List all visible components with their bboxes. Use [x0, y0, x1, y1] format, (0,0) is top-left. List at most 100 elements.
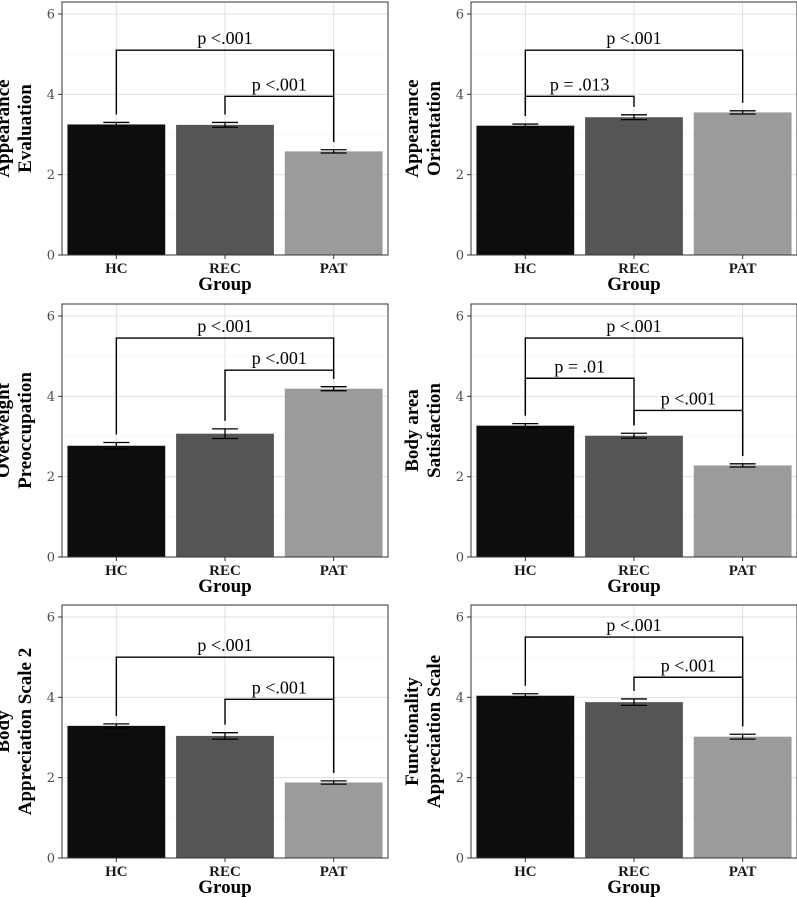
x-axis-title: Group [198, 877, 252, 897]
x-axis-title: Group [607, 576, 661, 597]
significance-bracket-2 [224, 95, 335, 142]
error-bar-rec [212, 428, 238, 440]
y-tick-label: 6 [47, 611, 55, 626]
bracket-line [524, 377, 635, 426]
significance-label: p <.001 [606, 615, 661, 635]
y-axis-title-line: Preoccupation [15, 372, 36, 489]
bracket-line [524, 337, 744, 456]
error-bar-pat [729, 733, 756, 740]
bar-pat [693, 112, 792, 256]
y-axis-title: FunctionalityAppreciation Scale [402, 655, 445, 808]
chart-panel-1: p <.001 p <.001 0 2 4 6 HC REC PAT Group Appearanc… [0, 1, 389, 295]
error-bar-pat [320, 386, 347, 392]
x-tick-label-rec: REC [618, 864, 650, 880]
y-tick-label: 4 [47, 88, 55, 103]
y-tick-label: 6 [47, 310, 55, 325]
y-axis-title-line: Appreciation Scale [424, 655, 445, 808]
x-tick-label-pat: PAT [320, 261, 348, 277]
bracket-line [633, 409, 744, 456]
bracket-line [524, 49, 744, 117]
bar-pat [284, 388, 383, 557]
x-tick-label-pat: PAT [729, 864, 757, 880]
significance-bracket-1 [524, 49, 744, 117]
significance-bracket-3 [633, 409, 744, 456]
error-bar-hc [512, 123, 539, 128]
bar-rec [585, 702, 683, 858]
significance-bracket-2 [524, 377, 635, 426]
y-tick-label: 2 [456, 168, 464, 183]
error-bar-pat [729, 110, 756, 115]
bar-pat [693, 736, 792, 858]
bar-hc [67, 445, 166, 557]
x-tick-label-hc: HC [105, 261, 128, 277]
x-tick-label-rec: REC [209, 261, 241, 277]
significance-bracket-1 [524, 337, 744, 456]
x-tick-label-pat: PAT [729, 563, 757, 579]
error-bar-pat [320, 149, 347, 154]
error-bar-hc [103, 441, 130, 450]
significance-label: p = .01 [554, 356, 605, 376]
y-axis-title-line: Body area [402, 389, 423, 472]
x-axis-title: Group [198, 274, 252, 295]
y-tick-label: 0 [47, 249, 55, 264]
y-axis-title-line: Appearance [0, 79, 14, 177]
y-axis-title-line: Orientation [424, 81, 445, 176]
significance-label: p <.001 [252, 677, 307, 697]
y-tick-label: 0 [456, 551, 464, 566]
y-axis-title-line: Appearance [402, 79, 423, 177]
y-axis-title: Body areaSatisfaction [402, 383, 445, 478]
error-bar-pat [729, 463, 756, 468]
x-tick-label-hc: HC [105, 563, 128, 579]
error-bar-hc [512, 422, 539, 429]
y-axis-title-line: Overweight [0, 382, 14, 478]
bar-hc [67, 725, 166, 858]
y-tick-label: 2 [456, 470, 464, 485]
y-axis-title: AppearanceOrientation [402, 79, 445, 177]
x-tick-label-hc: HC [514, 261, 537, 277]
bracket-line [224, 95, 335, 142]
x-tick-label-pat: PAT [320, 864, 348, 880]
bar-pat [284, 782, 383, 858]
bracket-line [224, 369, 335, 421]
y-tick-label: 2 [47, 470, 55, 485]
bar-pat [284, 151, 383, 255]
bar-hc [476, 695, 575, 858]
bar-rec [176, 124, 274, 255]
x-tick-label-hc: HC [514, 563, 537, 579]
bracket-line [115, 337, 335, 435]
y-tick-label: 4 [456, 390, 464, 405]
y-axis-title: OverweightPreoccupation [0, 372, 36, 489]
error-bar-hc [512, 693, 539, 699]
error-bar-rec [212, 732, 238, 740]
bar-rec [176, 433, 274, 557]
y-tick-label: 0 [47, 551, 55, 566]
bar-hc [476, 125, 575, 255]
significance-label: p <.001 [197, 28, 252, 48]
significance-bracket-2 [633, 676, 744, 727]
y-axis-title: BodyAppreciation Scale 2 [0, 648, 36, 815]
bar-rec [176, 735, 274, 858]
error-bar-rec [621, 432, 647, 439]
significance-label: p <.001 [197, 635, 252, 655]
y-tick-label: 0 [456, 249, 464, 264]
x-tick-label-rec: REC [209, 864, 241, 880]
y-tick-label: 2 [47, 168, 55, 183]
y-tick-label: 4 [456, 88, 464, 103]
y-tick-label: 6 [47, 8, 55, 23]
y-axis-title-line: Evaluation [15, 84, 36, 173]
error-bar-rec [621, 698, 647, 707]
x-tick-label-pat: PAT [320, 563, 348, 579]
x-tick-label-pat: PAT [729, 261, 757, 277]
y-tick-label: 4 [47, 390, 55, 405]
significance-bracket-1 [115, 337, 335, 435]
significance-label: p <.001 [661, 655, 716, 675]
x-axis-title: Group [198, 576, 252, 597]
x-tick-label-hc: HC [514, 864, 537, 880]
significance-label: p <.001 [252, 74, 307, 94]
y-axis-title-line: Satisfaction [424, 383, 445, 478]
x-axis-title: Group [607, 877, 661, 897]
